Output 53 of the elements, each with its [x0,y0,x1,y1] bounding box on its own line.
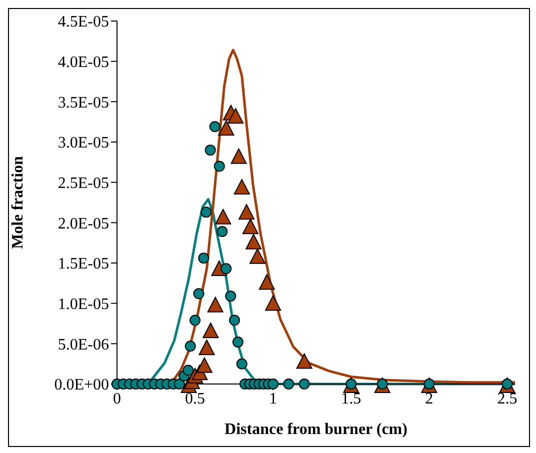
y-tick-label: 2.5E-05 [58,175,109,192]
y-tick-label: 5.0E-06 [58,336,109,354]
point [218,120,234,136]
point [204,144,216,156]
point [182,364,194,376]
point [268,378,279,390]
y-tick-label: 0.0E+00 [54,376,109,394]
y-tick-label: 4.0E-05 [58,54,109,72]
point [198,252,210,264]
y-tick-label: 3.0E-05 [58,134,109,152]
point [249,248,266,264]
point [242,218,258,234]
point [229,314,240,326]
point [220,263,232,274]
point [298,378,310,390]
point [234,179,250,195]
point [265,295,282,311]
point [236,358,248,370]
point [258,274,275,290]
x-tick-label: 1.5 [341,390,362,408]
point [190,314,201,326]
x-tick-label: 0 [113,390,121,408]
y-tick-label: 4.5E-05 [58,14,109,31]
point [200,206,212,218]
x-tick-label: 1 [269,390,278,408]
point [230,148,247,164]
point [215,208,232,224]
x-tick-label: 2.5 [497,390,518,408]
point [202,322,219,338]
point [193,288,204,300]
point [283,378,294,390]
x-tick-label: 0.5 [185,390,206,408]
y-tick-label: 3.5E-05 [58,94,109,112]
y-tick-label: 1.5E-05 [58,256,109,273]
point [228,108,244,124]
point [232,336,244,348]
point [174,378,185,390]
point [238,204,255,220]
x-axis-title: Distance from burner (cm) [224,421,408,438]
point [196,357,212,373]
point [214,160,225,172]
point [207,296,224,312]
y-tick-label: 2.0E-05 [58,215,109,232]
y-axis-title: Mole fraction [10,156,27,249]
point [225,290,236,302]
point [198,340,215,356]
point [209,121,220,132]
point [246,234,262,250]
x-tick-label: 2 [425,390,434,408]
point [296,353,312,369]
point [216,226,228,238]
y-tick-label: 1.0E-05 [58,296,109,314]
point [184,340,196,352]
